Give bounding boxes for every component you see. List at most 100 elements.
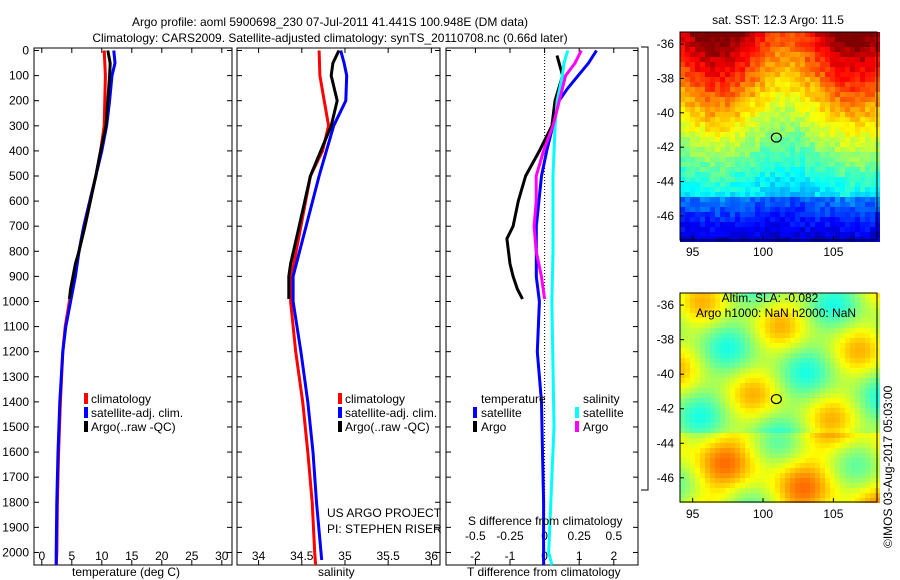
map-cell bbox=[680, 172, 685, 177]
map-cell bbox=[790, 298, 795, 303]
map-cell bbox=[760, 463, 765, 468]
map-cell bbox=[770, 192, 775, 197]
map-cell bbox=[705, 107, 710, 112]
map-cell bbox=[780, 488, 785, 493]
map-cell bbox=[860, 483, 865, 488]
map-cell bbox=[790, 398, 795, 403]
map-cell bbox=[790, 207, 795, 212]
map-cell bbox=[845, 137, 850, 142]
map-cell bbox=[685, 162, 690, 167]
map-cell bbox=[730, 127, 735, 132]
map-cell bbox=[810, 62, 815, 67]
map-cell bbox=[700, 157, 705, 162]
map-cell bbox=[755, 408, 760, 413]
map-cell bbox=[825, 473, 830, 478]
map-cell bbox=[790, 378, 795, 383]
map-cell bbox=[775, 32, 780, 37]
map-cell bbox=[740, 132, 745, 137]
map-cell bbox=[785, 127, 790, 132]
map-cell bbox=[870, 373, 875, 378]
map-cell bbox=[755, 423, 760, 428]
map-cell bbox=[680, 152, 685, 157]
map-cell bbox=[735, 443, 740, 448]
map-cell bbox=[815, 97, 820, 102]
map-cell bbox=[685, 388, 690, 393]
map-cell bbox=[750, 418, 755, 423]
map-cell bbox=[790, 478, 795, 483]
map-cell bbox=[750, 333, 755, 338]
map-cell bbox=[710, 127, 715, 132]
map-cell bbox=[735, 77, 740, 82]
map-cell bbox=[755, 167, 760, 172]
map-cell bbox=[830, 192, 835, 197]
x-tick-label: 30 bbox=[215, 549, 229, 563]
map-cell bbox=[865, 388, 870, 393]
map-cell bbox=[810, 217, 815, 222]
map-cell bbox=[790, 358, 795, 363]
map-cell bbox=[835, 328, 840, 333]
map-cell bbox=[865, 483, 870, 488]
map-cell bbox=[825, 182, 830, 187]
map-cell bbox=[740, 92, 745, 97]
map-cell bbox=[735, 473, 740, 478]
map-cell bbox=[780, 162, 785, 167]
map-cell bbox=[720, 423, 725, 428]
map-cell bbox=[750, 177, 755, 182]
map-cell bbox=[795, 212, 800, 217]
map-cell bbox=[795, 102, 800, 107]
map-cell bbox=[780, 353, 785, 358]
map-cell bbox=[795, 87, 800, 92]
map-cell bbox=[825, 483, 830, 488]
map-cell bbox=[845, 202, 850, 207]
map-cell bbox=[710, 298, 715, 303]
map-cell bbox=[835, 373, 840, 378]
map-cell bbox=[870, 488, 875, 493]
map-cell bbox=[795, 428, 800, 433]
map-cell bbox=[800, 473, 805, 478]
map-cell bbox=[785, 418, 790, 423]
map-cell bbox=[695, 77, 700, 82]
map-cell bbox=[750, 132, 755, 137]
map-cell bbox=[855, 443, 860, 448]
map-cell bbox=[835, 97, 840, 102]
map-cell bbox=[690, 187, 695, 192]
map-cell bbox=[775, 157, 780, 162]
map-cell bbox=[695, 202, 700, 207]
map-cell bbox=[775, 368, 780, 373]
map-cell bbox=[765, 388, 770, 393]
map-cell bbox=[755, 87, 760, 92]
map-cell bbox=[815, 328, 820, 333]
map-cell bbox=[815, 152, 820, 157]
map-cell bbox=[830, 413, 835, 418]
map-cell bbox=[710, 62, 715, 67]
map-cell bbox=[780, 343, 785, 348]
map-cell bbox=[825, 383, 830, 388]
map-cell bbox=[685, 232, 690, 237]
map-cell bbox=[750, 32, 755, 37]
map-cell bbox=[680, 443, 685, 448]
map-cell bbox=[735, 293, 740, 298]
map-cell bbox=[725, 448, 730, 453]
map-cell bbox=[825, 453, 830, 458]
map-cell bbox=[830, 82, 835, 87]
map-cell bbox=[740, 127, 745, 132]
map-cell bbox=[720, 418, 725, 423]
y-tick-label: 300 bbox=[9, 119, 29, 133]
map-cell bbox=[690, 132, 695, 137]
map-cell bbox=[685, 152, 690, 157]
map-cell bbox=[815, 127, 820, 132]
map-cell bbox=[695, 122, 700, 127]
map-cell bbox=[770, 448, 775, 453]
map-cell bbox=[735, 37, 740, 42]
map-cell bbox=[795, 47, 800, 52]
map-cell bbox=[705, 473, 710, 478]
map-cell bbox=[860, 403, 865, 408]
map-cell bbox=[805, 162, 810, 167]
map-cell bbox=[725, 172, 730, 177]
map-cell bbox=[720, 117, 725, 122]
map-cell bbox=[805, 37, 810, 42]
map-cell bbox=[775, 192, 780, 197]
map-cell bbox=[825, 478, 830, 483]
map-cell bbox=[705, 137, 710, 142]
map-cell bbox=[745, 388, 750, 393]
